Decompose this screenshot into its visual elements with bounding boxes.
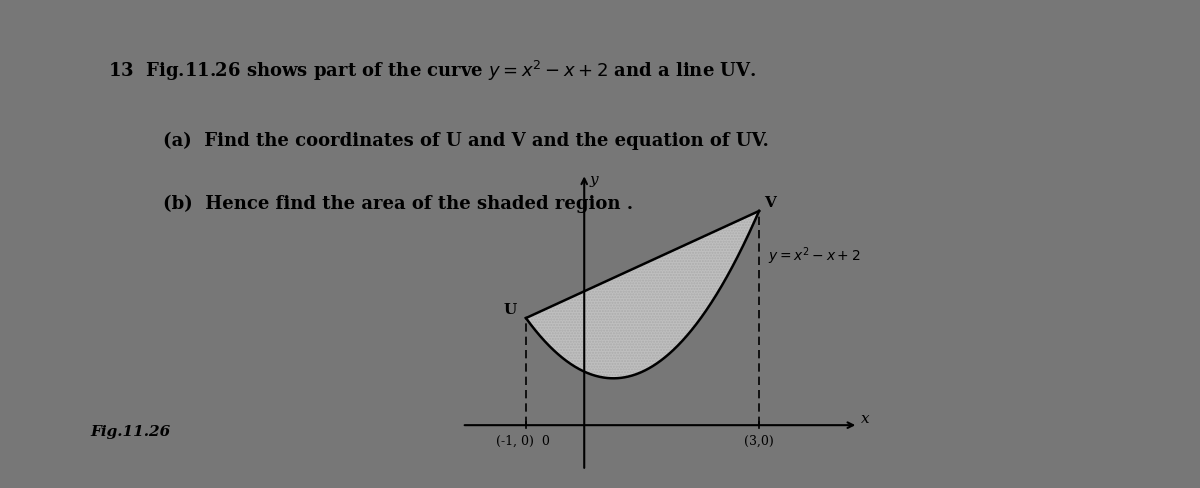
Text: x: x — [862, 412, 870, 427]
Text: (b)  Hence find the area of the shaded region .: (b) Hence find the area of the shaded re… — [138, 195, 634, 213]
Text: 13  Fig.11.26 shows part of the curve $y = x^2 - x + 2$ and a line UV.: 13 Fig.11.26 shows part of the curve $y … — [108, 59, 756, 82]
Text: (-1, 0)  0: (-1, 0) 0 — [496, 434, 550, 447]
Text: V: V — [763, 196, 775, 210]
Text: $y = x^2-x+2$: $y = x^2-x+2$ — [768, 245, 860, 267]
Text: (3,0): (3,0) — [744, 434, 774, 447]
Text: (a)  Find the coordinates of U and V and the equation of UV.: (a) Find the coordinates of U and V and … — [138, 132, 769, 150]
Text: Fig.11.26: Fig.11.26 — [90, 425, 170, 439]
Text: U: U — [504, 303, 517, 317]
Text: y: y — [590, 173, 599, 187]
